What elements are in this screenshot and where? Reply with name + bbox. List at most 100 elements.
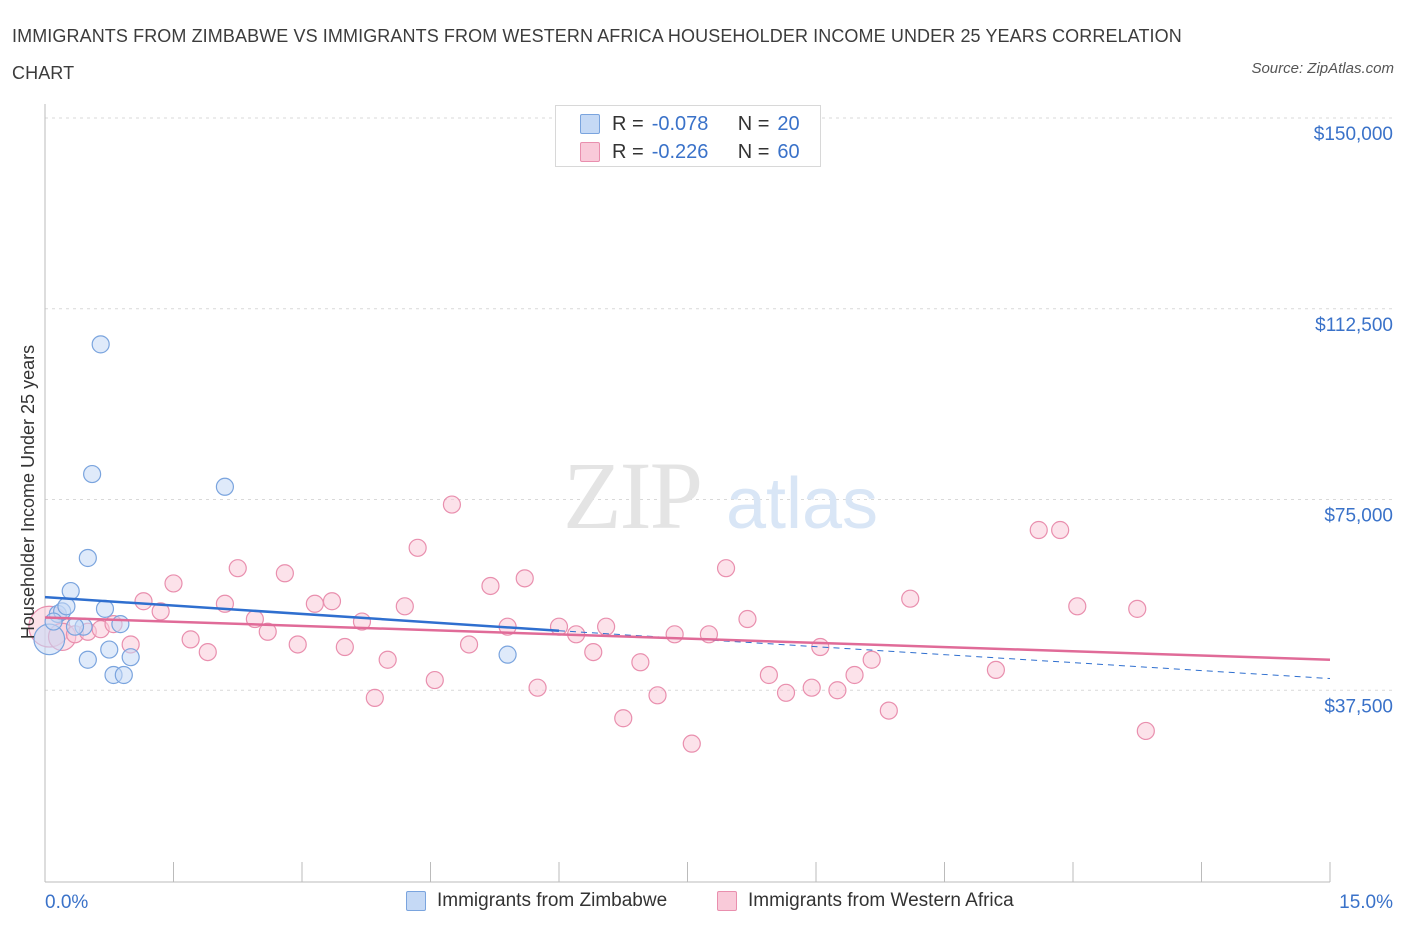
y-tick-label-1: $75,000 [1324, 506, 1393, 527]
series-legend: Immigrants from Zimbabwe Immigrants from… [0, 888, 1406, 916]
zimbabwe-point-7 [78, 650, 97, 669]
western-africa-point-53 [901, 589, 920, 608]
zimbabwe-point-3 [57, 597, 76, 616]
western-africa-point-56 [1051, 520, 1070, 540]
x-tick-label-1: 15.0% [1339, 892, 1393, 913]
zimbabwe-point-11 [100, 640, 119, 659]
watermark-atlas: atlas [726, 464, 878, 544]
y-tick-label-0: $37,500 [1324, 696, 1393, 717]
western-africa-point-33 [549, 617, 569, 636]
zimbabwe-point-8 [83, 464, 102, 484]
zimbabwe-point-13 [111, 615, 130, 634]
western-africa-point-29 [481, 576, 500, 596]
trend-lines [44, 595, 1331, 680]
western-africa-point-32 [528, 678, 547, 697]
western-africa-point-50 [845, 665, 864, 685]
legend-r-value-zimbabwe: -0.078 [651, 112, 709, 135]
western-africa-point-9 [164, 574, 183, 593]
western-africa-point-25 [408, 538, 427, 557]
trendline-western-africa [44, 616, 1331, 661]
western-africa-point-8 [151, 602, 170, 621]
x-tick-label-0: 0.0% [45, 892, 88, 913]
western-africa-point-38 [631, 653, 650, 672]
legend-item-western-africa[interactable]: Immigrants from Western Africa [717, 890, 1014, 912]
zimbabwe-point-6 [78, 548, 97, 568]
western-africa-point-22 [365, 688, 384, 707]
western-africa-point-28 [459, 635, 479, 654]
watermark-zip: ZIP [563, 442, 701, 549]
western-africa-point-19 [322, 592, 342, 611]
western-africa-point-55 [1029, 520, 1048, 540]
legend-r-label: R = [612, 140, 644, 163]
western-africa-point-31 [515, 569, 534, 588]
zimbabwe-point-19 [44, 612, 63, 631]
western-africa-point-58 [1128, 599, 1147, 618]
western-africa-point-37 [614, 709, 633, 728]
zimbabwe-point-15 [121, 648, 140, 667]
zimbabwe-point-16 [215, 477, 234, 496]
series-zimbabwe-points [33, 335, 517, 685]
legend-swatch-western-africa [717, 891, 737, 911]
western-africa-point-15 [258, 622, 277, 641]
legend-r-label: R = [612, 112, 644, 135]
western-africa-point-40 [665, 625, 684, 644]
western-africa-point-57 [1068, 597, 1087, 616]
western-africa-point-46 [776, 683, 796, 702]
zimbabwe-point-4 [61, 581, 80, 601]
western-africa-point-16 [275, 564, 294, 583]
western-africa-point-41 [682, 734, 701, 753]
axes [44, 104, 1331, 883]
legend-label-zimbabwe: Immigrants from Zimbabwe [437, 890, 668, 911]
legend-swatch-western-africa [580, 142, 600, 162]
western-africa-point-52 [879, 701, 898, 720]
western-africa-point-7 [134, 592, 153, 611]
legend-row-zimbabwe: R = -0.078 N = 20 [580, 112, 800, 136]
tick-labels: $37,500 $75,000 $112,500 $150,000 0.0% 15.0% [45, 124, 1393, 913]
zimbabwe-point-14 [114, 665, 133, 685]
legend-label-western-africa: Immigrants from Western Africa [748, 890, 1014, 911]
zimbabwe-point-17 [498, 645, 517, 664]
y-axis-label: Householder Income Under 25 years [18, 345, 38, 639]
legend-n-value-western-africa: 60 [777, 140, 800, 163]
grid-lines [45, 117, 1395, 691]
western-africa-point-23 [378, 650, 397, 669]
western-africa-point-39 [648, 686, 667, 705]
watermark: ZIP atlas [563, 442, 878, 549]
legend-item-zimbabwe[interactable]: Immigrants from Zimbabwe [406, 890, 667, 912]
western-africa-point-10 [181, 630, 200, 649]
legend-row-western-africa: R = -0.226 N = 60 [580, 140, 800, 164]
western-africa-point-18 [305, 594, 324, 613]
legend-r-value-western-africa: -0.226 [651, 140, 709, 163]
legend-n-label: N = [737, 140, 770, 163]
western-africa-point-47 [802, 678, 821, 697]
western-africa-point-11 [198, 642, 217, 662]
legend-swatch-zimbabwe [580, 114, 600, 134]
western-africa-point-51 [862, 650, 881, 669]
legend-swatch-zimbabwe [406, 891, 426, 911]
y-tick-label-3: $150,000 [1314, 124, 1393, 145]
zimbabwe-point-10 [95, 599, 115, 618]
western-africa-point-17 [288, 635, 307, 654]
western-africa-point-43 [716, 559, 736, 578]
correlation-legend: R = -0.078 N = 20 R = -0.226 N = 60 [555, 105, 821, 167]
western-africa-point-45 [759, 665, 778, 685]
western-africa-point-35 [584, 642, 603, 662]
legend-n-value-zimbabwe: 20 [777, 112, 800, 135]
western-africa-point-54 [986, 660, 1006, 680]
western-africa-point-59 [1136, 721, 1155, 741]
series-western-africa-points [28, 495, 1155, 753]
western-africa-point-26 [425, 670, 444, 690]
western-africa-point-27 [442, 495, 462, 514]
western-africa-point-13 [228, 559, 247, 578]
zimbabwe-point-9 [91, 335, 110, 354]
zimbabwe-point-18 [65, 617, 85, 636]
trendline-zimbabwe [44, 595, 560, 632]
western-africa-point-36 [597, 617, 616, 636]
source-label: Source: ZipAtlas.com [1251, 60, 1394, 77]
western-africa-point-49 [828, 681, 847, 700]
western-africa-point-44 [738, 609, 757, 629]
trendline-zimbabwe-dashed [558, 630, 1331, 680]
chart-title: IMMIGRANTS FROM ZIMBABWE VS IMMIGRANTS F… [12, 26, 1182, 83]
western-africa-point-24 [395, 597, 414, 616]
